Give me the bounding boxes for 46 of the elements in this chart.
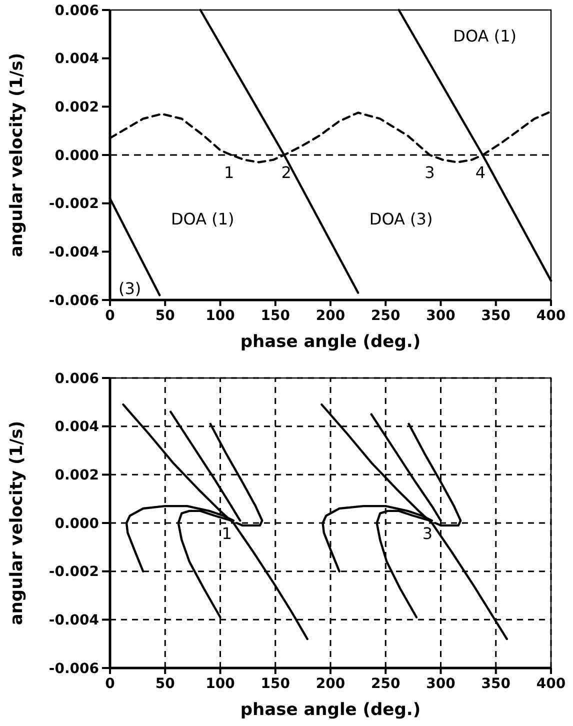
x-tick-label: 0 [105, 676, 116, 692]
x-tick-label: 0 [105, 308, 116, 324]
x-tick-label: 200 [316, 676, 346, 692]
x-tick-label: 50 [155, 308, 176, 324]
x-tick-label: 250 [371, 676, 400, 692]
y-tick-label: 0.004 [54, 419, 100, 436]
y-tick-label: 0.002 [54, 100, 99, 116]
annotation: 4 [475, 163, 486, 182]
annotation: 1 [224, 163, 234, 182]
x-tick-label: 150 [260, 676, 290, 692]
annotation: DOA (1) [453, 26, 517, 46]
x-tick-label: 350 [481, 676, 511, 692]
y-tick-label: 0.000 [54, 516, 100, 532]
y-tick-label: 0.004 [54, 51, 100, 68]
annotation: 2 [281, 163, 292, 182]
annotation: 1 [222, 524, 232, 543]
y-tick-label: -0.002 [48, 196, 99, 212]
x-tick-label: 250 [371, 308, 400, 324]
x-tick-label: 200 [316, 308, 346, 324]
x-tick-label: 100 [206, 308, 236, 324]
y-tick-label: -0.004 [48, 612, 100, 629]
x-tick-label: 300 [426, 676, 456, 692]
y-tick-label: 0.000 [54, 148, 100, 164]
x-tick-label: 300 [426, 308, 456, 324]
y-tick-label: -0.006 [48, 660, 99, 677]
annotation: DOA (1) [170, 209, 234, 228]
x-tick-label: 150 [260, 308, 290, 324]
annotation: 3 [422, 524, 433, 543]
annotation: DOA (3) [369, 209, 433, 228]
x-tick-label: 50 [155, 676, 176, 692]
annotation: (3) [118, 279, 142, 298]
y-axis-title: angular velocity (1/s) [7, 420, 27, 626]
y-tick-label: 0.006 [54, 2, 99, 19]
x-axis-title: phase angle (deg.) [240, 700, 421, 720]
x-axis-title: phase angle (deg.) [240, 332, 421, 352]
y-tick-label: 0.006 [54, 370, 99, 387]
y-tick-label: -0.004 [48, 244, 100, 261]
x-tick-label: 400 [536, 676, 566, 692]
y-tick-label: 0.002 [54, 468, 99, 484]
y-tick-label: -0.006 [48, 292, 99, 309]
x-tick-label: 350 [481, 308, 511, 324]
x-tick-label: 100 [206, 676, 236, 692]
x-tick-label: 400 [536, 308, 566, 324]
annotation: 3 [424, 163, 435, 182]
y-axis-title: angular velocity (1/s) [7, 52, 27, 258]
y-tick-label: -0.002 [48, 564, 99, 580]
